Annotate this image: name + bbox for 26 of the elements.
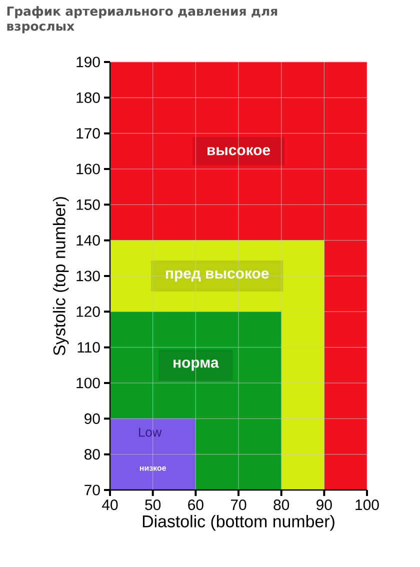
y-tick-label: 120: [76, 306, 100, 317]
x-tick-label: 40: [102, 500, 118, 510]
x-tick-label: 100: [356, 500, 379, 510]
band-label: высокое: [207, 147, 270, 156]
x-axis-title: Diastolic (bottom number): [142, 514, 334, 531]
y-tick-label: 140: [76, 235, 100, 246]
y-tick-label: 170: [76, 128, 100, 139]
chart-title: График артериального давления для взрослых: [7, 6, 278, 34]
series-label: норма: [174, 360, 219, 371]
y-axis-title: Systolic (top number): [52, 197, 69, 356]
y-tick-label: 70: [84, 484, 100, 496]
x-tick-label: 60: [188, 500, 204, 510]
x-tick-label: 80: [274, 500, 290, 510]
y-tick-label: 100: [76, 378, 100, 388]
y-tick-label: 110: [78, 342, 100, 353]
y-tick-label: 150: [76, 199, 100, 210]
y-tick-label: 190: [76, 56, 100, 68]
y-tick-label: 180: [76, 92, 100, 103]
y-tick-label: 130: [76, 270, 100, 282]
series-label: пред высокое: [166, 270, 269, 282]
x-tick-label: 90: [316, 500, 332, 510]
y-tick-label: 160: [76, 164, 100, 174]
x-tick-label: 70: [230, 500, 246, 510]
y-tick-label: 90: [84, 413, 100, 424]
x-tick-label: 50: [145, 500, 161, 510]
y-tick-label: 80: [84, 449, 100, 460]
